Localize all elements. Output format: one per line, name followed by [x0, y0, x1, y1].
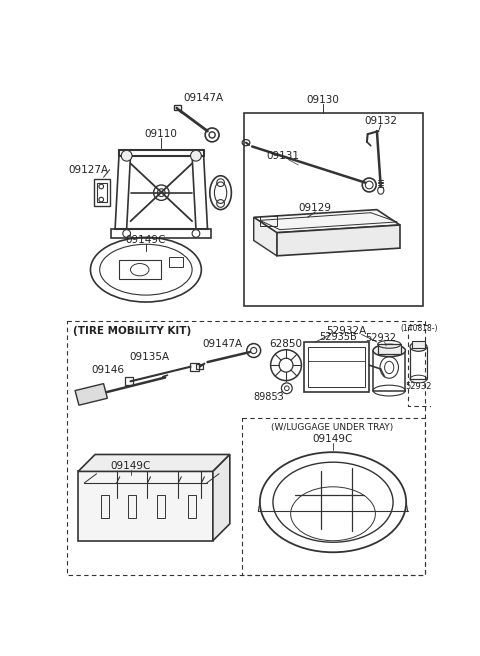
Bar — [378, 344, 401, 354]
Text: 09110: 09110 — [145, 129, 178, 139]
Text: 52932A: 52932A — [326, 325, 366, 335]
Bar — [111, 229, 211, 238]
Polygon shape — [277, 225, 400, 256]
Bar — [412, 340, 425, 348]
Text: 09131: 09131 — [266, 151, 300, 161]
Text: 52935B: 52935B — [320, 332, 357, 342]
Text: 52932: 52932 — [365, 333, 396, 343]
Bar — [96, 182, 107, 202]
Text: 09135A: 09135A — [130, 352, 170, 363]
Text: 09127A: 09127A — [68, 165, 108, 174]
Bar — [128, 495, 136, 518]
Bar — [196, 363, 203, 369]
Bar — [101, 495, 109, 518]
Polygon shape — [254, 210, 400, 233]
Bar — [94, 179, 110, 206]
Text: 09149C: 09149C — [110, 461, 151, 471]
Bar — [242, 417, 425, 575]
Text: (TIRE MOBILITY KIT): (TIRE MOBILITY KIT) — [73, 326, 191, 337]
Text: 09146: 09146 — [91, 365, 124, 375]
Text: 09149C: 09149C — [313, 434, 353, 444]
Text: 09129: 09129 — [299, 203, 332, 213]
Polygon shape — [213, 455, 230, 541]
Text: 09130: 09130 — [307, 95, 339, 105]
Text: 09132: 09132 — [364, 116, 397, 126]
Bar — [169, 257, 183, 266]
Bar — [125, 377, 133, 385]
Bar — [260, 216, 277, 226]
Polygon shape — [78, 472, 213, 541]
Bar — [157, 495, 165, 518]
Bar — [304, 342, 369, 392]
Bar — [244, 113, 423, 306]
Bar — [188, 495, 196, 518]
Polygon shape — [254, 217, 277, 256]
Bar — [174, 105, 181, 110]
Bar — [119, 260, 161, 279]
Bar — [373, 350, 406, 390]
Text: 09147A: 09147A — [203, 339, 243, 350]
Ellipse shape — [191, 150, 201, 161]
Text: 52932: 52932 — [405, 382, 432, 391]
Ellipse shape — [121, 150, 132, 161]
Ellipse shape — [373, 344, 406, 357]
Text: 89853: 89853 — [254, 392, 285, 401]
Bar — [67, 321, 425, 575]
Ellipse shape — [410, 342, 427, 352]
Text: 09149C: 09149C — [126, 236, 166, 245]
Text: (W/LUGGAGE UNDER TRAY): (W/LUGGAGE UNDER TRAY) — [271, 423, 394, 432]
Bar — [410, 346, 427, 379]
Text: (140818-): (140818-) — [400, 325, 438, 333]
Polygon shape — [78, 455, 230, 472]
Bar — [308, 346, 365, 388]
Bar — [408, 325, 431, 406]
Bar — [190, 363, 199, 371]
Text: 09147A: 09147A — [183, 93, 224, 103]
Text: 62850: 62850 — [270, 339, 302, 350]
Polygon shape — [75, 384, 108, 405]
